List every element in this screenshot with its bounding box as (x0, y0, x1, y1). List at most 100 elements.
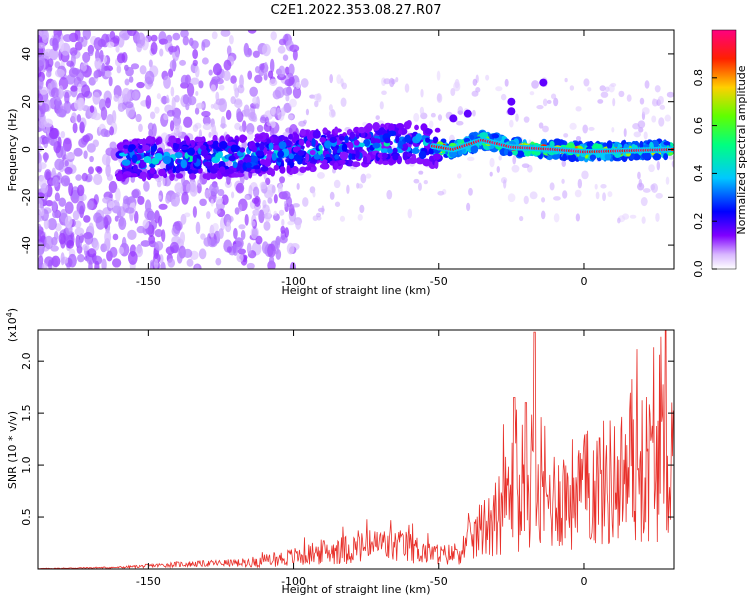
spectrogram-cell (137, 147, 144, 154)
spectrogram-cell (211, 31, 218, 40)
spectrogram-cell (192, 154, 197, 164)
spectrogram-cell (281, 218, 285, 227)
spectrogram-cell (346, 184, 350, 194)
spectrogram-cell (195, 90, 199, 97)
spectrogram-cell (270, 108, 276, 116)
spectrogram-cell (269, 78, 278, 87)
spectrogram-cell (175, 111, 181, 120)
spectrogram-cell (167, 258, 176, 268)
spectrogram-cell (420, 123, 428, 132)
spectrogram-cell (457, 173, 462, 179)
spectrogram-cell (208, 172, 218, 180)
colorbar: 0.0 0.2 0.4 0.6 0.8 Normalized spectral ampl… (692, 29, 748, 278)
spectrogram-cell (76, 114, 82, 123)
spectrogram-cell (299, 166, 307, 174)
spectrogram-cell (170, 173, 176, 178)
spectrogram-cell (77, 239, 82, 249)
spectrogram-cell (72, 122, 78, 134)
spectrogram-cell (289, 44, 300, 53)
spectrogram-cell (144, 137, 154, 144)
spectrogram-cell (149, 166, 156, 175)
spectrogram-cell (542, 125, 549, 133)
spectrogram-cell (383, 78, 391, 85)
spectrogram-cell (349, 131, 356, 140)
spectrogram-cell (292, 86, 302, 99)
spectrogram-cell (66, 60, 74, 67)
spectrogram-cell (134, 210, 139, 224)
spectrogram-cell (62, 34, 73, 42)
spectrogram-cell (180, 74, 189, 86)
y-tick-label: 40 (20, 47, 33, 61)
spectrogram-cell (395, 76, 399, 83)
spectrogram-cell (432, 136, 439, 144)
spectrogram-cell (286, 164, 291, 174)
spectrogram-cell (244, 195, 250, 200)
spectrogram-cell (644, 80, 650, 89)
spectrogram-cell (365, 173, 372, 179)
spectrogram-cell (637, 120, 646, 129)
spectrogram-cell (333, 179, 341, 189)
spectrogram-cell (235, 182, 245, 194)
spectrogram-cell (247, 131, 254, 140)
spectrogram-cell (169, 241, 179, 254)
spectrogram-cell (109, 126, 115, 136)
spectrogram-cell (64, 91, 70, 105)
spectrogram-cell (329, 74, 334, 84)
spectrogram-cell (170, 86, 175, 97)
spectrogram-cell (279, 176, 286, 184)
spectrogram-cell (121, 159, 131, 166)
spectrogram-cell (52, 200, 57, 212)
spectrogram-cell (124, 78, 130, 86)
spectrogram-cell (83, 215, 91, 223)
spectrogram-cell (219, 141, 228, 150)
spectrogram-cell (657, 95, 664, 105)
spectrogram-cell (641, 107, 650, 115)
spectrogram-cell (151, 157, 160, 165)
spectrogram-cell (234, 99, 243, 109)
spectrogram-cell (134, 245, 144, 258)
spectrogram-cell (116, 53, 126, 64)
spectrogram-cell (189, 182, 196, 193)
spectrogram-cell (180, 146, 189, 151)
spectrogram-cell (64, 160, 69, 167)
spectrogram-cell (234, 207, 240, 215)
spectrogram-cell (165, 94, 170, 104)
spectrogram-cell (174, 151, 183, 159)
spectrogram-cell (50, 245, 59, 252)
spectrogram-cell (138, 123, 143, 133)
spectrogram-cell (632, 153, 641, 161)
spectrogram-cell (81, 84, 91, 98)
spectrogram-cell (105, 97, 111, 109)
spectrogram-cell (357, 214, 363, 221)
spectrogram-cell (359, 142, 365, 148)
spectrogram-cell (50, 87, 60, 98)
spectrogram-cell (265, 215, 271, 223)
spectrogram-cell (92, 91, 101, 105)
colorbar-ticks: 0.0 0.2 0.4 0.6 0.8 (692, 69, 717, 278)
spectrogram-cell (174, 220, 183, 231)
spectrogram-cell (583, 78, 590, 87)
spectrogram-cell (169, 120, 175, 132)
spectrogram-cell (179, 231, 186, 244)
spectrogram-cell (121, 87, 131, 102)
spectrogram-cell (589, 154, 597, 161)
spectrogram-cell (453, 81, 461, 92)
spectrogram-cell (467, 156, 475, 162)
spectrogram-cell (154, 106, 160, 114)
spectrogram-cell (418, 170, 424, 175)
spectrogram-cell (77, 253, 85, 263)
spectrogram-cell (351, 161, 361, 168)
spectrogram-cell (136, 81, 145, 89)
spectrogram-cell (219, 123, 227, 129)
x-tick-label: 0 (580, 275, 587, 288)
spectrogram-cell (217, 189, 225, 197)
spectrogram-cell (108, 180, 118, 194)
spectrogram-cell (613, 142, 619, 148)
spectrogram-cell (587, 87, 592, 92)
spectrogram-cell (531, 80, 539, 89)
x-tick-label: -50 (430, 275, 448, 288)
spectrogram-cell (77, 83, 82, 93)
spectrogram-cell (255, 150, 264, 157)
x-tick-label: -50 (430, 575, 448, 588)
spectrogram-cell (186, 82, 195, 97)
